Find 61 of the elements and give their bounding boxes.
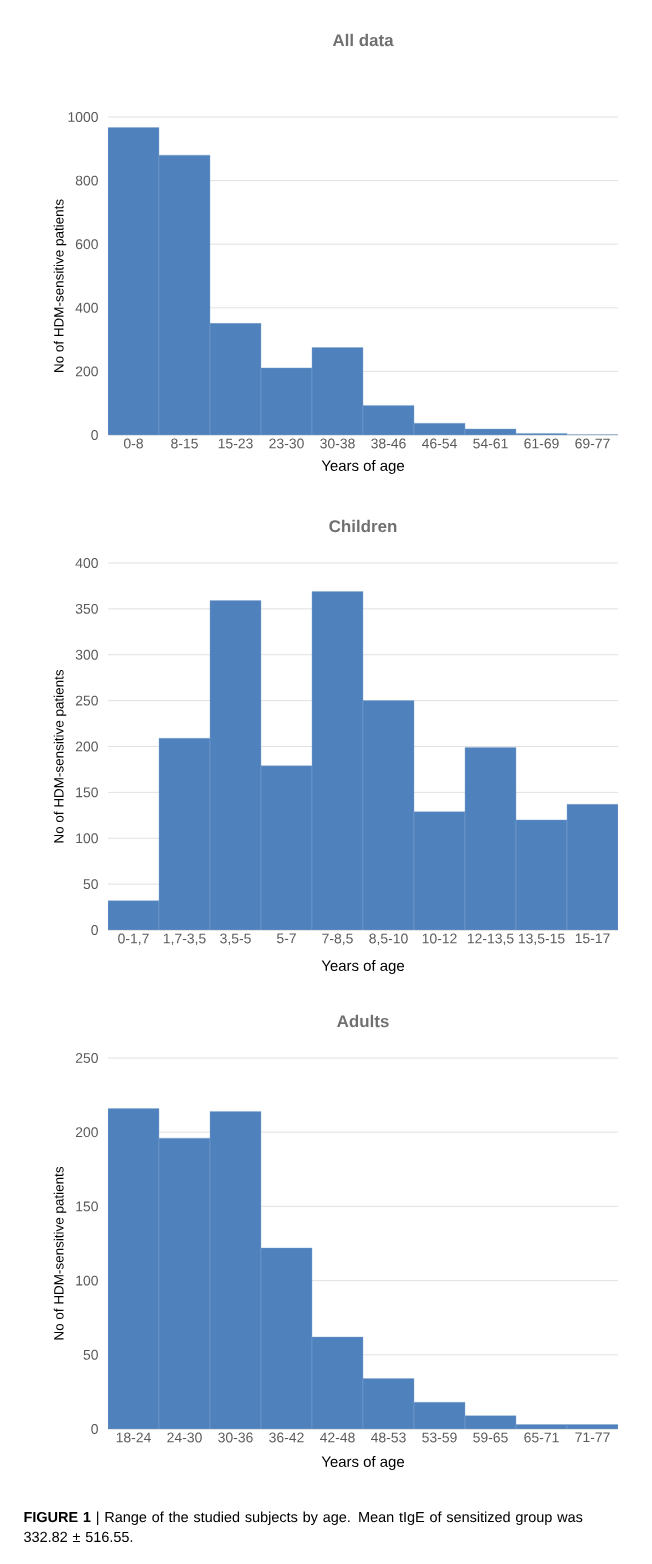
x-tick-label: 10-12: [422, 933, 457, 944]
y-tick-label: 0: [91, 1424, 98, 1434]
y-tick-label: 1000: [68, 112, 98, 122]
x-tick-label: 1,7-3,5: [163, 933, 206, 946]
y-axis-title: No of HDM-sensitive patients: [53, 669, 67, 843]
y-tick-label: 400: [75, 302, 98, 313]
y-axis-title: No of HDM-sensitive patients: [53, 1166, 67, 1340]
x-tick-label: 38-46: [371, 438, 406, 449]
y-tick-label: 200: [75, 741, 98, 752]
x-tick-label: 46-54: [421, 438, 457, 449]
y-tick-label: 300: [75, 649, 98, 660]
x-tick-label: 23-30: [269, 438, 304, 449]
x-tick-label: 18-24: [116, 1432, 151, 1443]
chart-title: Children: [329, 519, 397, 533]
y-tick-label: 600: [75, 239, 98, 250]
x-tick-label: 0-1,7: [118, 933, 149, 946]
x-tick-label: 59-65: [473, 1432, 508, 1443]
x-tick-label: 54-61: [473, 438, 508, 449]
y-tick-label: 0: [91, 430, 98, 440]
y-tick-label: 350: [75, 603, 98, 614]
x-tick-label: 15-23: [218, 438, 253, 449]
x-tick-label: 12-13,5: [467, 933, 514, 946]
x-tick-label: 15-17: [575, 933, 610, 944]
y-tick-label: 50: [83, 1349, 98, 1360]
y-tick-label: 100: [76, 833, 98, 844]
x-tick-label: 36-42: [269, 1432, 304, 1443]
x-axis-title: Years of age: [321, 460, 404, 474]
x-tick-label: 65-71: [524, 1432, 559, 1443]
x-tick-label: 0-8: [123, 438, 143, 449]
x-tick-label: 13,5-15: [518, 933, 565, 946]
y-tick-label: 250: [75, 695, 98, 706]
y-axis-title: No of HDM-sensitive patients: [53, 199, 67, 372]
y-tick-label: 50: [83, 879, 98, 890]
x-tick-label: 8-15: [171, 438, 198, 449]
x-tick-label: 30-38: [320, 438, 355, 449]
y-tick-label: 0: [91, 925, 98, 935]
y-tick-label: 200: [75, 1127, 98, 1138]
y-tick-label: 150: [76, 1201, 98, 1212]
x-axis-title: Years of age: [321, 960, 404, 974]
chart-title: All data: [332, 33, 394, 47]
x-tick-label: 61-69: [524, 438, 559, 449]
y-tick-label: 150: [76, 787, 98, 798]
x-tick-label: 42-48: [319, 1432, 355, 1443]
x-axis-title: Years of age: [321, 1456, 404, 1470]
x-tick-label: 24-30: [167, 1432, 202, 1443]
x-tick-label: 3,5-5: [220, 933, 251, 946]
x-tick-label: 5-7: [276, 933, 296, 944]
x-tick-label: 8,5-10: [369, 933, 408, 946]
y-tick-label: 200: [75, 366, 98, 377]
x-tick-label: 53-59: [422, 1432, 457, 1443]
x-tick-label: 48-53: [370, 1432, 406, 1443]
text: FIGURE 1 | Range of the studied subjects by age. Mean tIgE of sensitized group was 332.82 ± 516.55.: [24, 1511, 583, 1543]
y-tick-label: 100: [76, 1275, 98, 1286]
x-tick-label: 7-8,5: [322, 933, 353, 946]
x-tick-label: 71-77: [575, 1432, 610, 1443]
chart-title: Adults: [337, 1014, 389, 1028]
y-tick-label: 400: [75, 558, 98, 568]
x-tick-label: 30-36: [218, 1432, 253, 1443]
y-tick-label: 800: [75, 175, 98, 186]
x-tick-label: 69-77: [575, 438, 610, 449]
y-tick-label: 250: [75, 1053, 98, 1063]
